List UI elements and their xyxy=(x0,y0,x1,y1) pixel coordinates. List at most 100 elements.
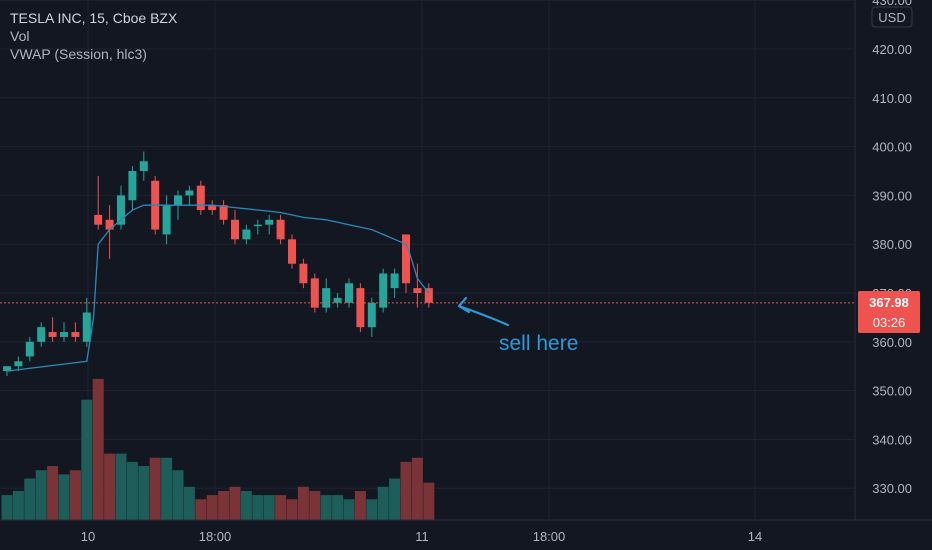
candle-body xyxy=(390,273,399,289)
volume-bar xyxy=(92,378,104,520)
time-tick-label: 10 xyxy=(81,529,95,544)
time-tick-label: 18:00 xyxy=(533,529,566,544)
candle-body xyxy=(242,229,251,240)
candle-body xyxy=(219,205,228,220)
volume-bar xyxy=(275,495,287,520)
volume-bar xyxy=(206,495,218,520)
volume-bar xyxy=(423,482,435,520)
candle-body xyxy=(196,185,205,211)
candle-body xyxy=(379,273,388,308)
candle-body xyxy=(60,332,68,337)
volume-bar xyxy=(320,495,332,520)
chart-legend: TESLA INC, 15, Cboe BZX Vol VWAP (Sessio… xyxy=(10,10,178,62)
volume-bar xyxy=(12,490,24,520)
last-price-tag: 367.98 03:26 xyxy=(858,291,920,333)
candle-body xyxy=(174,195,182,206)
volume-bar xyxy=(172,470,184,520)
price-tick-label: 360.00 xyxy=(872,335,912,350)
candle-body xyxy=(424,288,433,303)
price-tick-label: 430.00 xyxy=(872,0,912,8)
volume-bar xyxy=(354,490,366,520)
volume-bar xyxy=(24,478,36,520)
annotation-text: sell here xyxy=(499,332,578,355)
vwap-line xyxy=(6,204,430,372)
price-tick-label: 390.00 xyxy=(872,188,912,203)
candle-body xyxy=(139,161,148,171)
candle-body xyxy=(333,297,342,303)
candle-body xyxy=(162,205,171,235)
candle-body xyxy=(117,195,125,225)
time-tick-label: 14 xyxy=(748,529,762,544)
volume-bar xyxy=(263,495,275,520)
last-price-value: 367.98 xyxy=(869,295,909,310)
volume-bar xyxy=(183,486,195,520)
price-tick-label: 380.00 xyxy=(872,237,912,252)
candle-body xyxy=(14,361,23,367)
volume-bar xyxy=(309,490,321,520)
volume-bar xyxy=(377,486,389,520)
candle-body xyxy=(310,278,319,308)
volume-bar xyxy=(411,457,423,520)
candle-body xyxy=(3,366,11,372)
volume-bar xyxy=(1,495,13,520)
candle-body xyxy=(105,219,114,230)
countdown-timer: 03:26 xyxy=(873,315,906,330)
volume-bar xyxy=(138,466,150,520)
candle-body xyxy=(413,288,422,293)
price-tick-label: 350.00 xyxy=(872,384,912,399)
volume-bar xyxy=(400,461,412,520)
candle-body xyxy=(276,219,285,240)
volume-bar xyxy=(343,499,355,520)
candle-body xyxy=(128,171,137,201)
candlestick-series xyxy=(3,151,433,376)
price-tick-label: 420.00 xyxy=(872,42,912,57)
time-tick-label: 18:00 xyxy=(199,529,232,544)
currency-label: USD xyxy=(878,10,905,25)
legend-vwap[interactable]: VWAP (Session, hlc3) xyxy=(10,46,147,62)
currency-badge[interactable]: USD xyxy=(871,6,913,28)
candle-body xyxy=(82,312,91,342)
legend-symbol[interactable]: TESLA INC, 15, Cboe BZX xyxy=(10,10,178,26)
volume-bar xyxy=(115,453,127,520)
price-tick-label: 400.00 xyxy=(872,140,912,155)
candle-body xyxy=(402,234,410,284)
volume-bar xyxy=(126,461,138,520)
candle-body xyxy=(71,332,80,337)
price-tick-label: 410.00 xyxy=(872,91,912,106)
volume-bar xyxy=(47,466,59,520)
volume-bar xyxy=(69,470,81,520)
legend-volume[interactable]: Vol xyxy=(10,28,29,44)
volume-bar xyxy=(161,457,173,520)
volume-bar xyxy=(389,478,401,520)
volume-bar xyxy=(195,499,207,520)
volume-bar xyxy=(297,486,309,520)
volume-bar xyxy=(286,499,298,520)
candle-body xyxy=(356,288,365,328)
candle-body xyxy=(37,327,46,342)
volume-bar xyxy=(58,474,70,520)
candle-body xyxy=(25,341,34,357)
volume-bar xyxy=(240,490,252,520)
price-tick-label: 340.00 xyxy=(872,432,912,447)
candle-body xyxy=(345,283,353,303)
volume-bar xyxy=(149,457,161,520)
candle-body xyxy=(299,263,308,284)
arrow-icon xyxy=(457,296,510,327)
candle-body xyxy=(322,288,331,308)
volume-bar xyxy=(252,495,264,520)
candle-body xyxy=(367,302,376,328)
volume-bar xyxy=(229,486,241,520)
time-scale[interactable]: 10 18:00 11 18:00 14 xyxy=(81,529,762,544)
time-tick-label: 11 xyxy=(415,529,429,544)
candle-body xyxy=(185,190,194,196)
candle-body xyxy=(208,205,217,211)
sell-annotation[interactable]: sell here xyxy=(457,296,578,355)
candle-body xyxy=(48,332,57,337)
volume-bars xyxy=(1,378,435,520)
candle-body xyxy=(94,214,103,225)
candle-body xyxy=(265,219,274,225)
candle-body xyxy=(253,224,262,227)
volume-bar xyxy=(104,453,116,520)
volume-bar xyxy=(81,399,93,520)
